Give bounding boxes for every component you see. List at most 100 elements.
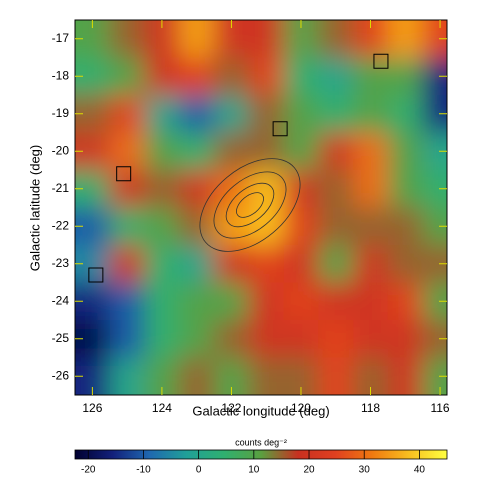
colorbar <box>74 449 448 460</box>
heat-cell <box>353 245 389 283</box>
heat-cell <box>353 57 389 96</box>
heat-cell <box>283 207 319 246</box>
colorbar-tick-label: 40 <box>414 465 426 476</box>
heat-cell <box>109 207 146 246</box>
heat-cell <box>387 95 424 133</box>
heat-cell <box>318 132 354 171</box>
heat-cell <box>214 207 250 246</box>
heat-cell <box>248 57 285 96</box>
heat-cell <box>353 320 389 358</box>
heat-cell <box>179 57 215 96</box>
source-marker <box>116 166 132 182</box>
map-clip <box>75 20 447 395</box>
x-tick-label: 118 <box>361 401 380 415</box>
colorbar-tick-label: 30 <box>359 465 371 476</box>
heat-cell <box>248 170 285 208</box>
heat-cell <box>214 132 250 171</box>
source-marker <box>272 121 288 137</box>
heat-cell <box>387 357 424 395</box>
heat-cell <box>353 282 389 321</box>
heat-cell <box>248 20 285 58</box>
heat-cell <box>144 95 180 133</box>
heat-cell <box>387 207 424 246</box>
heat-cell <box>144 245 180 283</box>
y-tick-label: -26 <box>52 368 70 382</box>
colorbar-tick-label: 20 <box>303 465 315 476</box>
heat-cell <box>144 207 180 246</box>
heat-cell <box>283 282 319 321</box>
heat-cell <box>353 132 389 171</box>
colorbar-tick-label: -20 <box>81 465 96 476</box>
heat-cell <box>387 20 424 58</box>
heat-cell <box>109 245 146 283</box>
heat-cell <box>422 170 447 208</box>
source-marker <box>373 53 389 69</box>
heat-cell <box>179 170 215 208</box>
heat-cell <box>387 132 424 171</box>
heat-cell <box>318 170 354 208</box>
heat-cell <box>179 282 215 321</box>
heat-cell <box>109 20 146 58</box>
heat-cell <box>318 245 354 283</box>
heat-cell <box>248 357 285 395</box>
x-axis-label: Galactic longitude (deg) <box>192 403 329 418</box>
heat-cell <box>109 132 146 171</box>
heat-cell <box>109 282 146 321</box>
heat-cell <box>318 95 354 133</box>
heat-cell <box>422 95 447 133</box>
heat-cell <box>248 282 285 321</box>
heat-cell <box>387 245 424 283</box>
heat-cell <box>144 170 180 208</box>
heat-cell <box>179 20 215 58</box>
heatmap <box>75 20 447 395</box>
y-tick-label: -23 <box>52 256 70 270</box>
heat-cell <box>144 57 180 96</box>
colorbar-tick-label: -10 <box>136 465 151 476</box>
heat-cell <box>387 320 424 358</box>
contours <box>199 158 301 252</box>
colorbar-tick-label: 10 <box>248 465 260 476</box>
heat-cell <box>179 245 215 283</box>
colorbar-tick-label: 0 <box>196 465 202 476</box>
heat-cell <box>179 320 215 358</box>
heat-cell <box>422 357 447 395</box>
heat-cell <box>109 95 146 133</box>
y-tick-label: -25 <box>52 331 70 345</box>
heat-cell <box>214 320 250 358</box>
heat-cell <box>179 207 215 246</box>
heat-cell <box>422 245 447 283</box>
heat-cell <box>318 282 354 321</box>
x-tick-label: 122 <box>221 401 241 415</box>
y-tick-label: -17 <box>52 31 70 45</box>
heat-cell <box>318 207 354 246</box>
x-tick-label: 116 <box>430 401 449 415</box>
heat-cell <box>422 282 447 321</box>
heat-cell <box>353 95 389 133</box>
heat-cell <box>283 170 319 208</box>
heat-cell <box>144 282 180 321</box>
heat-cell <box>422 20 447 58</box>
y-tick-label: -24 <box>52 293 70 307</box>
x-tick-label: 126 <box>82 401 102 415</box>
heat-cell <box>283 95 319 133</box>
x-tick-label: 120 <box>291 401 311 415</box>
heat-cell <box>144 320 180 358</box>
heat-cell <box>387 170 424 208</box>
heat-cell <box>109 170 146 208</box>
heat-cell <box>283 20 319 58</box>
heat-cell <box>248 132 285 171</box>
heat-cell <box>179 95 215 133</box>
colorbar-label: counts deg⁻² <box>235 437 287 447</box>
heat-cell <box>422 57 447 96</box>
heat-cell <box>318 320 354 358</box>
heat-cell <box>179 357 215 395</box>
heat-cell <box>109 57 146 96</box>
heat-cell <box>144 132 180 171</box>
heat-cell <box>109 357 146 395</box>
y-axis-label: Galactic latitude (deg) <box>27 145 42 271</box>
heat-cell <box>318 357 354 395</box>
heat-cell <box>283 57 319 96</box>
heat-cell <box>283 320 319 358</box>
plot-frame <box>74 19 448 396</box>
